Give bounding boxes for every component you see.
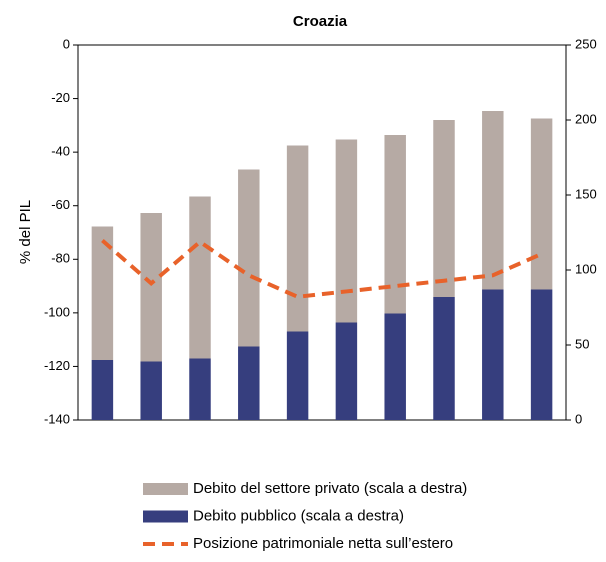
bar: [91, 360, 114, 420]
bar: [91, 226, 114, 360]
bar: [335, 322, 358, 420]
y-tick-label: -40: [51, 144, 70, 159]
y-tick-label: -80: [51, 251, 70, 266]
bar: [286, 145, 309, 332]
bar: [433, 297, 455, 420]
bar: [140, 213, 162, 362]
y-tick-label: -60: [51, 197, 70, 212]
y-tick-label: -120: [44, 358, 70, 373]
legend-swatch: [143, 483, 188, 495]
y2-tick-label: 250: [575, 36, 597, 51]
y-tick-label: -100: [44, 304, 70, 319]
legend-label: Debito pubblico (scala a destra): [193, 507, 404, 524]
legend-swatch: [143, 510, 188, 523]
bar: [238, 169, 260, 347]
bar: [189, 358, 211, 420]
bar: [482, 111, 504, 290]
bar: [384, 313, 406, 420]
y-tick-label: -140: [44, 411, 70, 426]
bar: [335, 139, 358, 323]
y2-tick-label: 100: [575, 261, 597, 276]
bar: [140, 361, 162, 420]
bar: [433, 120, 455, 297]
bar: [482, 289, 504, 420]
bar: [238, 346, 260, 420]
bar: [189, 196, 211, 359]
y-axis-label: % del PIL: [17, 200, 34, 264]
bar: [530, 289, 553, 420]
y2-tick-label: 50: [575, 336, 589, 351]
bar: [384, 135, 406, 314]
y2-tick-label: 200: [575, 111, 597, 126]
line-series: [101, 239, 543, 299]
y2-tick-label: 0: [575, 411, 582, 426]
plot-frame: [77, 44, 567, 421]
bar: [286, 331, 309, 420]
y-tick-label: 0: [63, 36, 70, 51]
chart-title: Croazia: [293, 13, 348, 30]
bar: [530, 118, 553, 290]
legend-label: Debito del settore privato (scala a dest…: [193, 480, 467, 497]
y2-tick-label: 150: [575, 186, 597, 201]
y-tick-label: -20: [51, 90, 70, 105]
legend-label: Posizione patrimoniale netta sull’estero: [193, 535, 453, 552]
